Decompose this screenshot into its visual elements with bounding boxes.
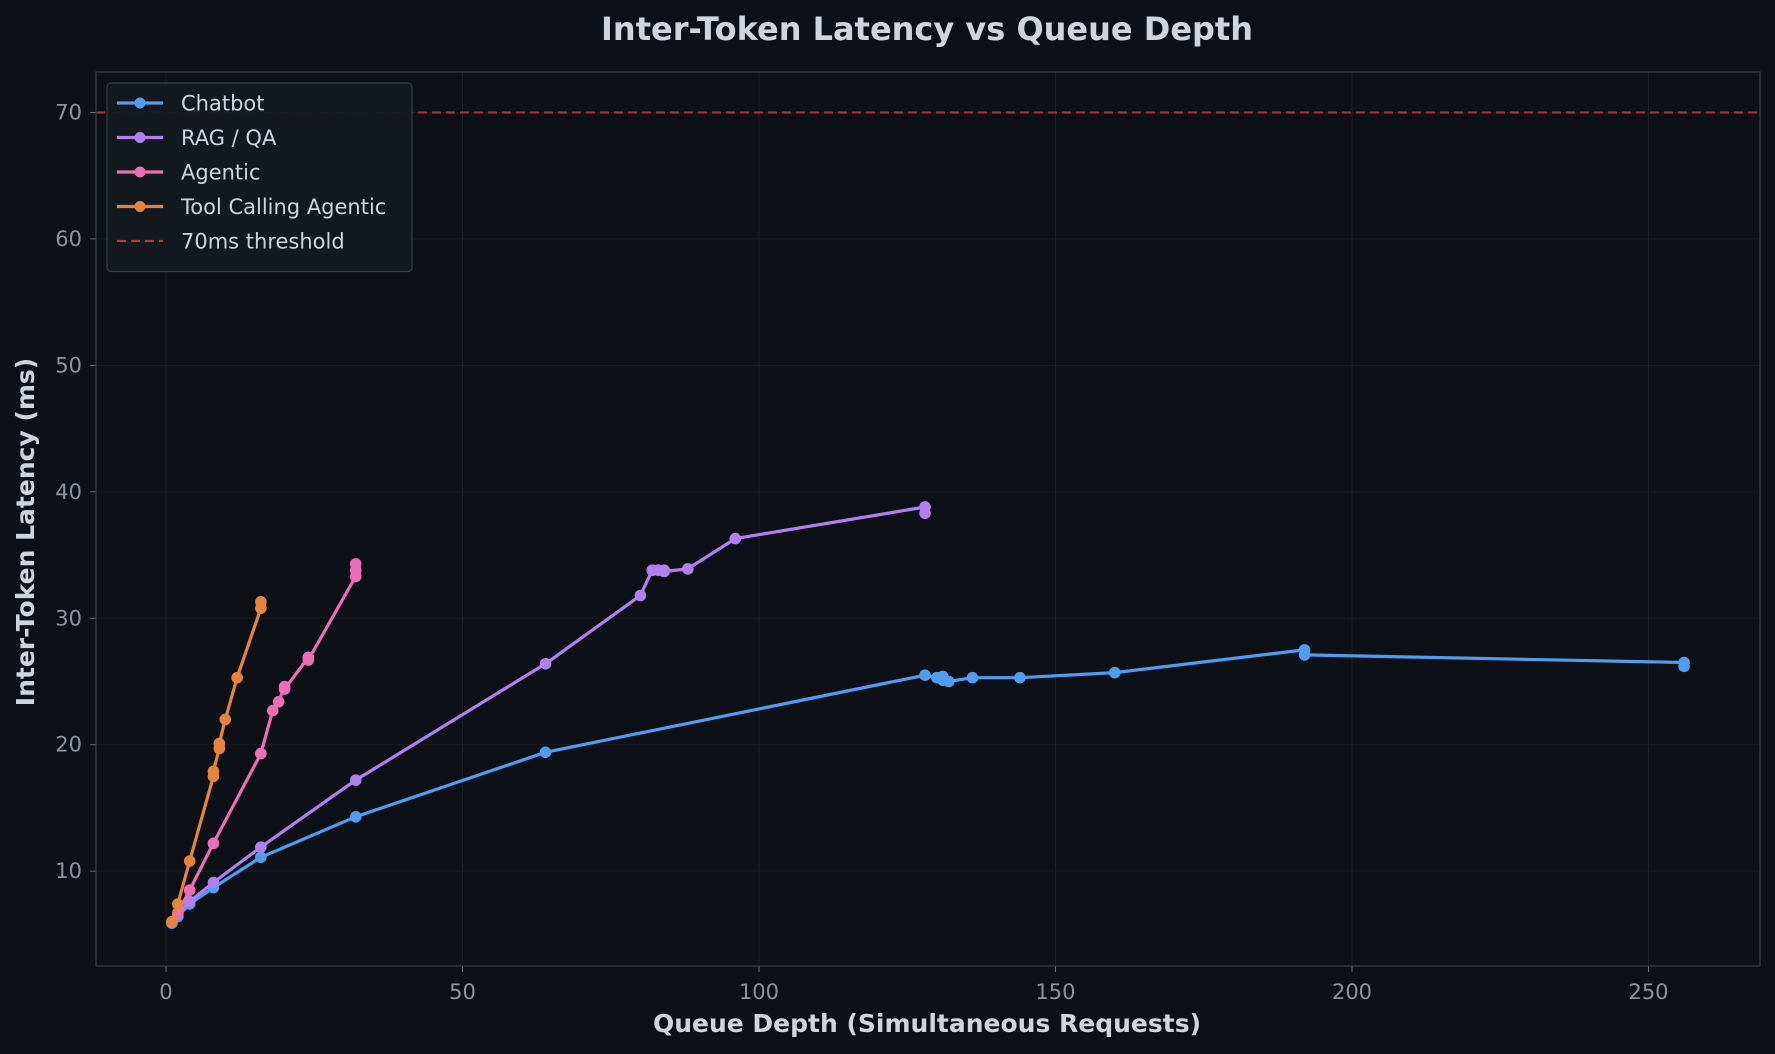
data-point [539, 657, 552, 670]
legend-label: Agentic [181, 161, 261, 185]
data-point [729, 532, 742, 545]
data-point [255, 841, 267, 853]
legend-label: Chatbot [181, 92, 265, 116]
x-tick-label: 100 [739, 980, 779, 1004]
data-point [1108, 666, 1121, 679]
x-tick-label: 200 [1332, 980, 1372, 1004]
data-point [349, 558, 362, 570]
y-tick-label: 40 [55, 480, 82, 504]
data-point [682, 563, 694, 575]
data-point [207, 837, 220, 850]
series-line [170, 505, 927, 925]
chart-title: Inter-Token Latency vs Queue Depth [601, 10, 1253, 48]
y-tick-label: 10 [55, 859, 82, 883]
legend-box [106, 82, 413, 273]
y-axis-label: Inter-Token Latency (ms) [11, 358, 40, 706]
data-point [1014, 671, 1026, 684]
data-point [183, 884, 196, 896]
data-point [658, 565, 670, 578]
x-axis-label: Queue Depth (Simultaneous Requests) [653, 1009, 1201, 1038]
axis-ticks: 0 50 100 150 200 250 10 20 30 40 50 60 70 [55, 100, 1668, 1004]
data-point [207, 876, 220, 889]
plot-frame [95, 71, 1761, 967]
y-tick-label: 30 [55, 606, 82, 630]
data-point [219, 713, 232, 726]
series-layer [166, 501, 1690, 929]
data-point [349, 810, 362, 823]
legend-marker [134, 97, 146, 109]
y-tick-label: 70 [55, 100, 82, 124]
data-point [183, 855, 196, 867]
data-point [255, 851, 267, 864]
data-point [539, 746, 552, 759]
data-point [302, 654, 315, 666]
data-point [349, 774, 362, 786]
y-tick-label: 20 [55, 733, 82, 757]
x-tick-label: 250 [1628, 980, 1668, 1004]
legend-marker [134, 132, 146, 143]
data-point [1298, 649, 1311, 661]
series-group [166, 501, 931, 929]
y-tick-label: 60 [55, 227, 82, 251]
x-tick-label: 150 [1035, 980, 1075, 1004]
data-point [231, 671, 243, 684]
legend: Chatbot RAG / QA Agentic Tool Calling Agent… [106, 82, 413, 273]
legend-label: Tool Calling Agentic [180, 195, 386, 219]
legend-label: RAG / QA [181, 126, 277, 150]
data-point [272, 695, 285, 708]
data-point [255, 747, 267, 760]
data-point [266, 704, 279, 717]
data-point [919, 669, 931, 681]
series-group [166, 596, 267, 928]
data-point [166, 915, 178, 928]
data-point [942, 675, 955, 688]
data-point [966, 671, 979, 684]
legend-marker [134, 201, 146, 212]
legend-marker [134, 166, 146, 178]
x-tick-label: 0 [159, 980, 172, 1004]
data-point [278, 683, 291, 695]
x-tick-label: 50 [449, 980, 476, 1004]
data-point [634, 589, 647, 602]
data-point [207, 765, 220, 778]
data-point [1678, 660, 1690, 673]
series-line [170, 562, 358, 924]
data-point [919, 507, 931, 520]
data-point [172, 898, 184, 910]
data-point [213, 737, 226, 750]
y-tick-label: 50 [55, 353, 82, 377]
legend-label: 70ms threshold [181, 230, 345, 254]
data-point [255, 596, 267, 608]
